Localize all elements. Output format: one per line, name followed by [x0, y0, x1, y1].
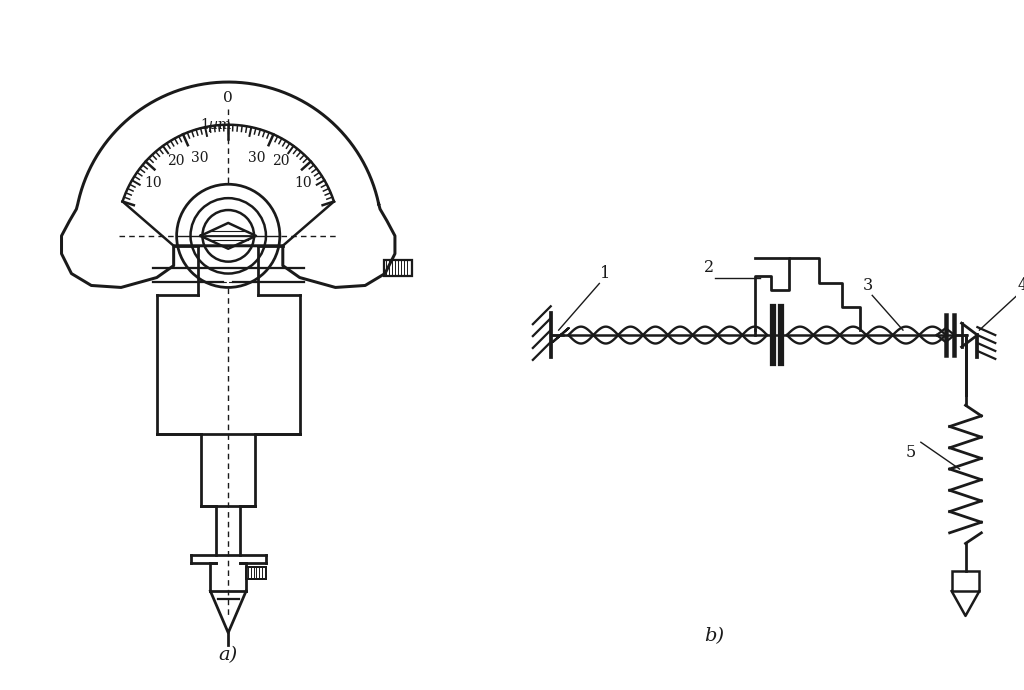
- Bar: [384, 259, 412, 275]
- Text: b): b): [705, 627, 725, 644]
- Text: 2: 2: [705, 259, 715, 276]
- Bar: [951, 571, 979, 591]
- Text: 1: 1: [600, 265, 610, 282]
- Text: 5: 5: [906, 444, 916, 461]
- Text: 30: 30: [248, 150, 265, 164]
- Text: 30: 30: [190, 150, 209, 164]
- Text: a): a): [218, 646, 238, 664]
- Text: 20: 20: [271, 154, 290, 168]
- Text: 4: 4: [1018, 277, 1024, 294]
- Text: 20: 20: [167, 154, 184, 168]
- Text: 10: 10: [294, 177, 312, 190]
- Text: 10: 10: [144, 177, 162, 190]
- Text: 1$\mu$m: 1$\mu$m: [200, 116, 232, 134]
- Text: 0: 0: [223, 91, 233, 105]
- Bar: [246, 567, 266, 579]
- Text: 3: 3: [863, 277, 873, 294]
